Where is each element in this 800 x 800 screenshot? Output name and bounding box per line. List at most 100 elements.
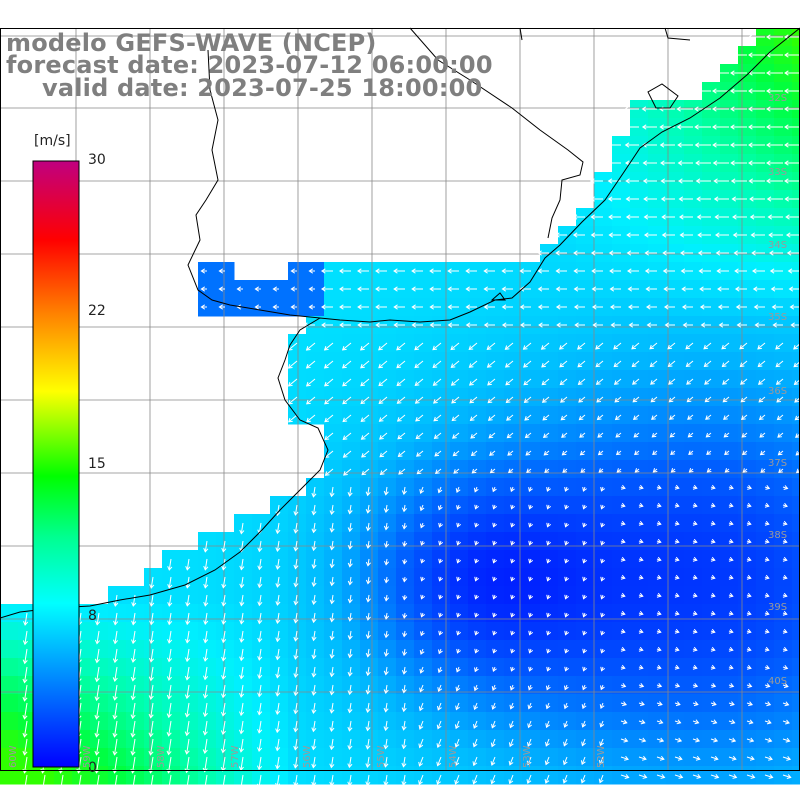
- wind-cell: [396, 388, 415, 407]
- wind-arrow-head: [275, 782, 281, 788]
- wind-arrow-head: [375, 322, 380, 328]
- wind-cell: [540, 262, 559, 281]
- wind-arrow-head: [669, 432, 675, 438]
- wind-arrow-head: [608, 214, 613, 220]
- wind-cell: [702, 442, 721, 461]
- wind-arrow-head: [541, 362, 546, 368]
- wind-arrow-head: [632, 415, 638, 420]
- wind-arrow: [396, 360, 406, 369]
- wind-arrow-head: [365, 561, 371, 567]
- wind-cell: [504, 352, 523, 371]
- wind-arrow: [276, 612, 280, 624]
- wind-arrow-head: [660, 196, 666, 202]
- wind-cell: [702, 334, 721, 353]
- wind-arrow-head: [620, 628, 626, 634]
- wind-arrow: [403, 684, 406, 693]
- wind-arrow-head: [740, 415, 746, 420]
- wind-cell: [630, 334, 649, 353]
- wind-arrow: [150, 576, 154, 589]
- wind-arrow-head: [590, 214, 596, 220]
- wind-arrow: [132, 702, 136, 719]
- wind-arrow: [276, 666, 280, 678]
- wind-cell: [540, 298, 559, 317]
- wind-arrow-head: [438, 649, 443, 655]
- wind-arrow-head: [674, 574, 680, 580]
- wind-arrow: [775, 360, 784, 367]
- wind-arrow: [795, 433, 800, 438]
- wind-arrow: [597, 432, 604, 438]
- wind-arrow: [96, 738, 100, 755]
- wind-arrow: [240, 612, 244, 624]
- wind-arrow: [656, 720, 663, 724]
- wind-arrow-head: [544, 760, 550, 766]
- wind-arrow: [616, 450, 622, 455]
- wind-arrow-head: [620, 574, 626, 580]
- wind-arrow: [632, 378, 640, 385]
- wind-arrow: [450, 360, 460, 368]
- wind-arrow-head: [383, 633, 390, 639]
- wind-arrow-head: [469, 416, 475, 421]
- wind-arrow: [746, 738, 754, 742]
- wind-arrow-head: [703, 362, 709, 368]
- wind-cell: [576, 442, 595, 461]
- wind-arrow: [150, 630, 154, 644]
- wind-cell: [486, 316, 505, 335]
- wind-arrow: [258, 720, 262, 733]
- wind-arrow: [360, 378, 370, 387]
- wind-arrow: [258, 774, 262, 788]
- wind-arrow-head: [786, 250, 792, 256]
- wind-arrow-head: [474, 667, 479, 673]
- wind-arrow-head: [697, 250, 703, 256]
- wind-arrow-head: [468, 363, 474, 368]
- wind-arrow-head: [519, 304, 525, 310]
- wind-arrow-head: [695, 755, 701, 761]
- wind-arrow-head: [365, 491, 371, 497]
- wind-arrow: [294, 702, 298, 714]
- wind-arrow: [509, 738, 514, 747]
- wind-arrow-head: [167, 566, 173, 571]
- wind-arrow-head: [692, 628, 698, 634]
- wind-arrow-head: [746, 646, 752, 652]
- wind-cell: [630, 208, 649, 227]
- wind-arrow: [168, 720, 172, 736]
- wind-cell: [666, 352, 685, 371]
- wind-arrow-head: [112, 639, 119, 645]
- wind-arrow-head: [308, 286, 314, 292]
- wind-arrow-head: [184, 694, 190, 700]
- wind-arrow: [632, 396, 640, 403]
- wind-arrow-head: [710, 592, 716, 598]
- wind-cell: [702, 460, 721, 479]
- wind-arrow-head: [472, 761, 478, 767]
- wind-arrow-head: [764, 592, 770, 598]
- wind-arrow-head: [526, 468, 531, 474]
- wind-arrow: [276, 504, 280, 516]
- lon-label-53w: 53W: [522, 745, 533, 768]
- wind-arrow-head: [777, 450, 783, 456]
- wind-arrow: [633, 414, 640, 420]
- wind-arrow: [222, 666, 226, 680]
- wind-cell: [378, 460, 397, 479]
- wind-arrow-head: [537, 250, 542, 256]
- wind-arrow: [706, 432, 712, 438]
- wind-arrow-head: [450, 381, 456, 386]
- wind-arrow-head: [525, 451, 531, 456]
- wind-arrow: [132, 612, 136, 625]
- wind-arrow: [614, 396, 622, 403]
- wind-arrow-head: [730, 719, 736, 725]
- wind-cell: [666, 226, 685, 245]
- wind-arrow-head: [492, 540, 498, 546]
- wind-arrow-head: [203, 638, 209, 644]
- wind-cell: [720, 406, 739, 425]
- wind-arrow: [782, 738, 790, 742]
- wind-arrow-head: [728, 556, 734, 562]
- wind-arrow: [168, 630, 172, 643]
- wind-arrow: [740, 378, 748, 385]
- wind-arrow-head: [680, 250, 685, 256]
- wind-arrow-head: [735, 304, 741, 310]
- wind-arrow-head: [365, 616, 371, 621]
- wind-arrow-head: [130, 676, 136, 682]
- wind-cell: [756, 280, 775, 299]
- wind-arrow: [415, 432, 424, 439]
- wind-arrow-head: [600, 558, 606, 564]
- wind-arrow-head: [782, 556, 788, 562]
